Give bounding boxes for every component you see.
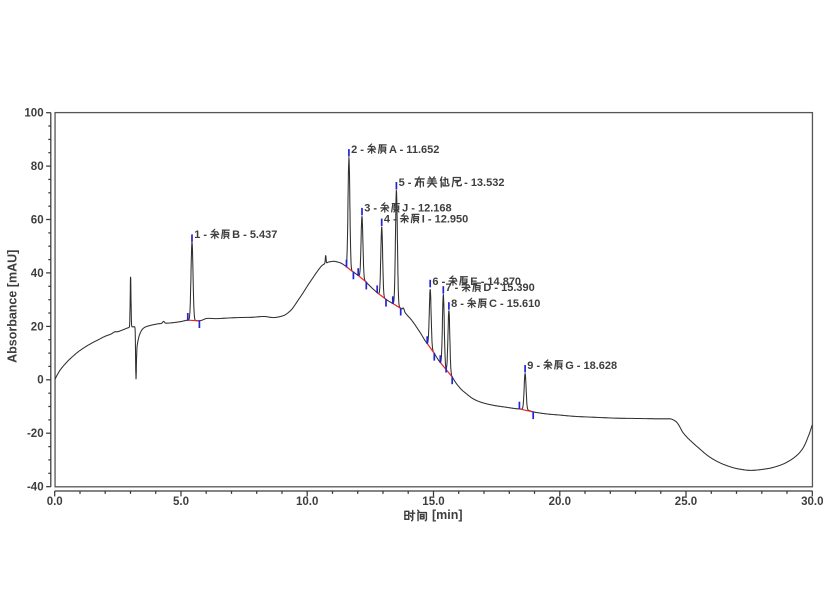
svg-text:5.0: 5.0 (173, 496, 189, 508)
svg-text:C - 15.610: C - 15.610 (489, 298, 540, 310)
svg-text:Absorbance [mAU]: Absorbance [mAU] (6, 250, 20, 363)
svg-text:E - 14.870: E - 14.870 (470, 276, 521, 288)
svg-text:9 -: 9 - (527, 360, 540, 372)
svg-text:60: 60 (31, 214, 44, 226)
svg-text:15.0: 15.0 (422, 496, 444, 508)
svg-text:40: 40 (31, 268, 44, 280)
svg-text:25.0: 25.0 (675, 496, 697, 508)
svg-text:8 -: 8 - (451, 298, 464, 310)
svg-text:G - 18.628: G - 18.628 (565, 360, 617, 372)
svg-text:30.0: 30.0 (801, 496, 823, 508)
svg-text:J - 12.168: J - 12.168 (402, 203, 452, 215)
svg-text:2 -: 2 - (351, 144, 364, 156)
svg-text:-20: -20 (27, 428, 44, 440)
svg-text:B - 5.437: B - 5.437 (232, 229, 277, 241)
svg-text:0: 0 (37, 375, 43, 387)
svg-text:4 -: 4 - (384, 213, 397, 225)
svg-text:0.0: 0.0 (47, 496, 63, 508)
svg-text:20.0: 20.0 (549, 496, 571, 508)
svg-text:20: 20 (31, 321, 44, 333)
svg-text:6 -: 6 - (432, 276, 445, 288)
svg-text:I - 12.950: I - 12.950 (422, 213, 468, 225)
svg-text:-40: -40 (27, 482, 44, 494)
svg-text:1 -: 1 - (194, 229, 207, 241)
svg-text:3 -: 3 - (364, 203, 377, 215)
svg-text:7 -: 7 - (446, 282, 459, 294)
svg-text:- 13.532: - 13.532 (464, 177, 504, 189)
svg-text:10.0: 10.0 (296, 496, 318, 508)
svg-text:5 -: 5 - (399, 177, 412, 189)
svg-text:[min]: [min] (432, 508, 463, 522)
svg-text:A - 11.652: A - 11.652 (389, 144, 439, 156)
svg-text:D - 15.390: D - 15.390 (483, 282, 534, 294)
svg-text:100: 100 (24, 108, 43, 120)
svg-text:80: 80 (31, 161, 44, 173)
